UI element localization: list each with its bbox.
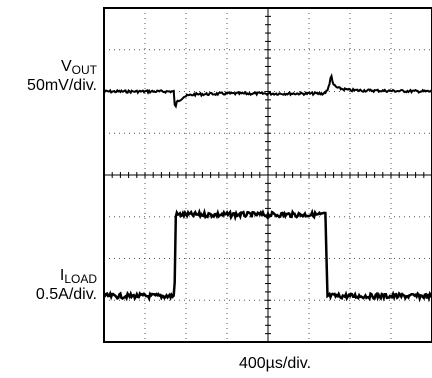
iload-trace (103, 207, 432, 303)
iload-label-main: I (59, 267, 65, 284)
plot-frame (103, 7, 432, 343)
vout-trace (103, 72, 432, 109)
vout-label: VOUT 50mV/div. (0, 57, 97, 95)
vout-scale: 50mV/div. (27, 77, 97, 94)
vout-label-sub: OUT (71, 63, 97, 77)
iload-label-sub: LOAD (64, 272, 97, 286)
time-scale-label: 400µs/div. (238, 355, 312, 372)
graticule-ticks (103, 7, 432, 343)
iload-label: ILOAD 0.5A/div. (0, 266, 97, 304)
traces (103, 72, 432, 303)
vout-label-main: V (60, 58, 72, 75)
iload-scale: 0.5A/div. (35, 286, 97, 303)
